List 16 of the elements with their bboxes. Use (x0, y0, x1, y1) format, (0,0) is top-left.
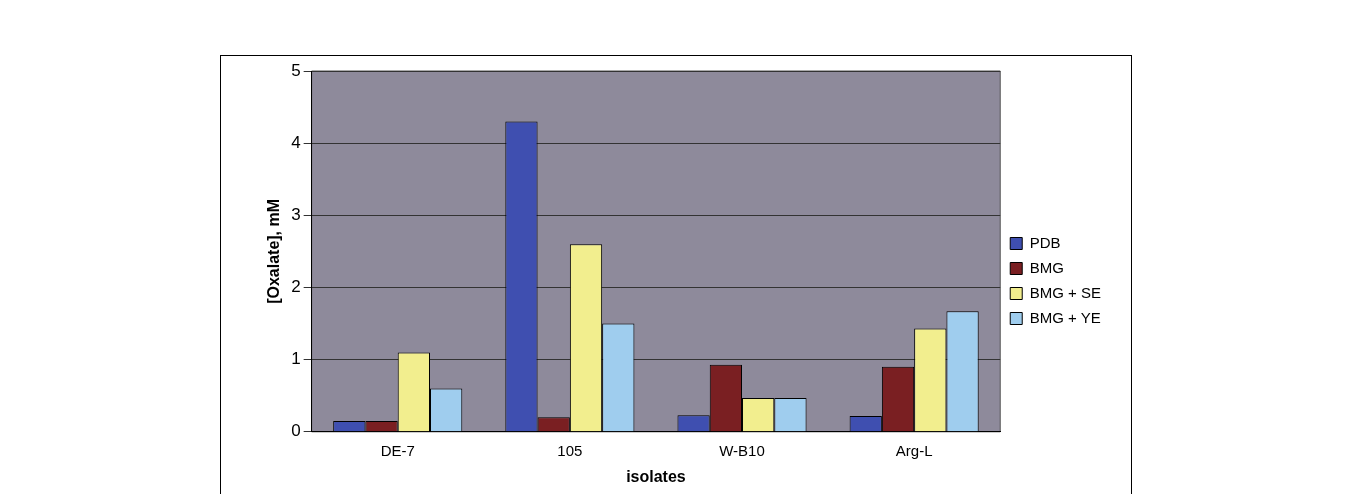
x-tick-label: W-B10 (719, 441, 765, 459)
y-tick-label: 2 (291, 277, 301, 297)
legend-label: BMG (1029, 258, 1064, 276)
y-axis-title: [Oxalate], mM (265, 198, 283, 304)
y-tick-label: 5 (291, 60, 301, 80)
y-tick-label: 0 (291, 421, 301, 441)
y-tick-label: 1 (291, 349, 301, 369)
legend-label: PDB (1029, 233, 1061, 251)
x-tick-label: Arg-L (895, 441, 933, 459)
y-tick-label: 4 (291, 132, 301, 152)
y-tick-label: 3 (291, 205, 301, 225)
x-tick-label: 105 (557, 441, 583, 459)
x-axis-title: isolates (626, 467, 686, 485)
legend-label: BMG + SE (1029, 283, 1102, 301)
x-tick-label: DE-7 (380, 441, 415, 459)
legend-label: BMG + YE (1029, 308, 1101, 326)
